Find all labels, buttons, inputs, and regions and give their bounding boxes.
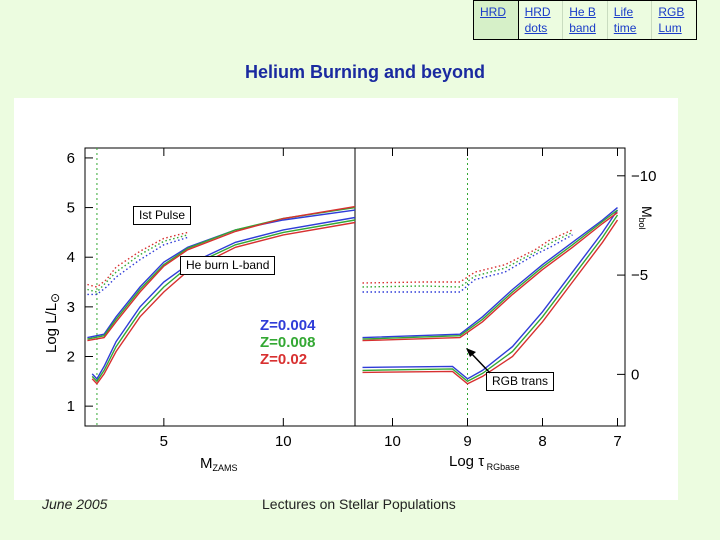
left-ylabel: Log L/L⊙ <box>43 293 62 353</box>
legend-entry: Z=0.008 <box>260 334 315 351</box>
nav-bar: HRD HRD dots He B band Life time RGB Lum <box>473 0 697 40</box>
legend-entry: Z=0.004 <box>260 317 316 334</box>
right-series-line <box>362 234 573 293</box>
right-ytick-label: −5 <box>631 267 648 284</box>
nav-link-hrd[interactable]: HRD <box>474 1 519 39</box>
rgb-trans-arrow <box>469 351 491 374</box>
left-ytick-label: 6 <box>67 150 75 167</box>
nav-link-rgb-lum[interactable]: RGB Lum <box>652 1 696 39</box>
nav-link-heb-band[interactable]: He B band <box>563 1 608 39</box>
left-series-line <box>91 216 356 380</box>
nav-link-hrd-dots[interactable]: HRD dots <box>518 1 564 39</box>
right-series-line <box>362 207 618 339</box>
right-series-line <box>362 214 619 383</box>
left-ytick-label: 1 <box>67 398 75 415</box>
right-series-line <box>362 211 618 342</box>
right-series-line <box>362 219 619 385</box>
nav-link-life-time[interactable]: Life time <box>607 1 653 39</box>
left-ytick-label: 4 <box>67 249 75 266</box>
right-ytick-label: 0 <box>631 366 639 383</box>
right-xtick-label: 7 <box>613 433 621 450</box>
right-xtick-label: 8 <box>538 433 546 450</box>
left-xtick-label: 5 <box>160 433 168 450</box>
callout-he-burn: He burn L-band <box>180 256 276 275</box>
footer-date: June 2005 <box>42 496 108 512</box>
left-series-line <box>87 236 188 296</box>
right-series-line <box>362 209 619 380</box>
left-series-line <box>87 234 188 293</box>
left-panel: 1 2 3 4 5 6 5 10 <box>67 148 356 450</box>
rgb-trans-arrowhead <box>466 348 476 357</box>
right-panel: 10 9 8 7 −10 −5 0 <box>362 148 656 450</box>
right-xtick-label: 10 <box>384 433 401 450</box>
right-xtick-label: 9 <box>463 433 471 450</box>
callout-rgb-trans: RGB trans <box>486 372 555 391</box>
left-series-line <box>91 221 356 385</box>
right-series-line <box>362 209 618 340</box>
left-series-line <box>91 219 356 383</box>
left-ytick-label: 3 <box>67 299 75 316</box>
left-ytick-label: 5 <box>67 200 75 217</box>
left-series-line <box>87 231 188 288</box>
left-series-line <box>87 205 356 342</box>
right-panel-frame <box>354 147 626 427</box>
left-ytick-label: 2 <box>67 349 75 366</box>
left-xtick-label: 10 <box>275 433 292 450</box>
ylabel-text: Log L/L⊙ <box>43 293 62 353</box>
right-ytick-label: −10 <box>631 168 656 185</box>
legend-entry: Z=0.02 <box>260 351 307 368</box>
page-title: Helium Burning and beyond <box>244 62 485 82</box>
figure-area: 1 2 3 4 5 6 5 10 10 9 8 7 −10 −5 0 Log L/L⊙ MZAMS Log… <box>14 98 678 500</box>
footer-course: Lectures on Stellar Populations <box>262 496 456 512</box>
callout-first-pulse: Ist Pulse <box>133 206 192 225</box>
